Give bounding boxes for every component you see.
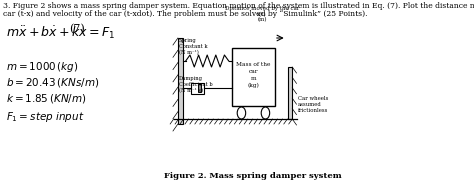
Text: Damping
Coefficient b
(N m⁻¹ s): Damping Coefficient b (N m⁻¹ s) xyxy=(179,76,212,93)
Text: $k = 1.85\,(KN/m)$: $k = 1.85\,(KN/m)$ xyxy=(6,92,86,105)
Text: (m): (m) xyxy=(257,17,267,22)
Text: $m\ddot{x} + b\dot{x} + kx = F_1$: $m\ddot{x} + b\dot{x} + kx = F_1$ xyxy=(6,24,115,41)
Bar xyxy=(198,84,201,92)
Text: $m = 1000\,(kg)$: $m = 1000\,(kg)$ xyxy=(6,60,78,74)
Bar xyxy=(191,83,204,93)
Text: x(t): x(t) xyxy=(257,12,267,17)
Text: car (t-x) and velocity of the car (t-xdot). The problem must be solved by “Simul: car (t-x) and velocity of the car (t-xdo… xyxy=(3,10,367,18)
Text: Spring
Constant k
(N m⁻¹): Spring Constant k (N m⁻¹) xyxy=(179,38,207,56)
Text: Mass of the
car
m
(kg): Mass of the car m (kg) xyxy=(236,62,271,88)
Text: Distance moved by the car: Distance moved by the car xyxy=(225,6,299,11)
Text: Figure 2. Mass spring damper system: Figure 2. Mass spring damper system xyxy=(164,172,342,180)
Text: Car wheels
assumed
frictionless: Car wheels assumed frictionless xyxy=(298,96,328,113)
Text: (7): (7) xyxy=(69,24,85,34)
Bar xyxy=(178,38,183,124)
Text: $F_1 = step\ input$: $F_1 = step\ input$ xyxy=(6,110,84,124)
Text: 3. Figure 2 shows a mass spring damper system. Equation motion of the system is : 3. Figure 2 shows a mass spring damper s… xyxy=(3,2,474,10)
Bar xyxy=(232,48,275,106)
Circle shape xyxy=(237,107,246,119)
Text: $b = 20.43\,(KNs/m)$: $b = 20.43\,(KNs/m)$ xyxy=(6,76,99,89)
Circle shape xyxy=(261,107,270,119)
Bar xyxy=(288,67,292,119)
